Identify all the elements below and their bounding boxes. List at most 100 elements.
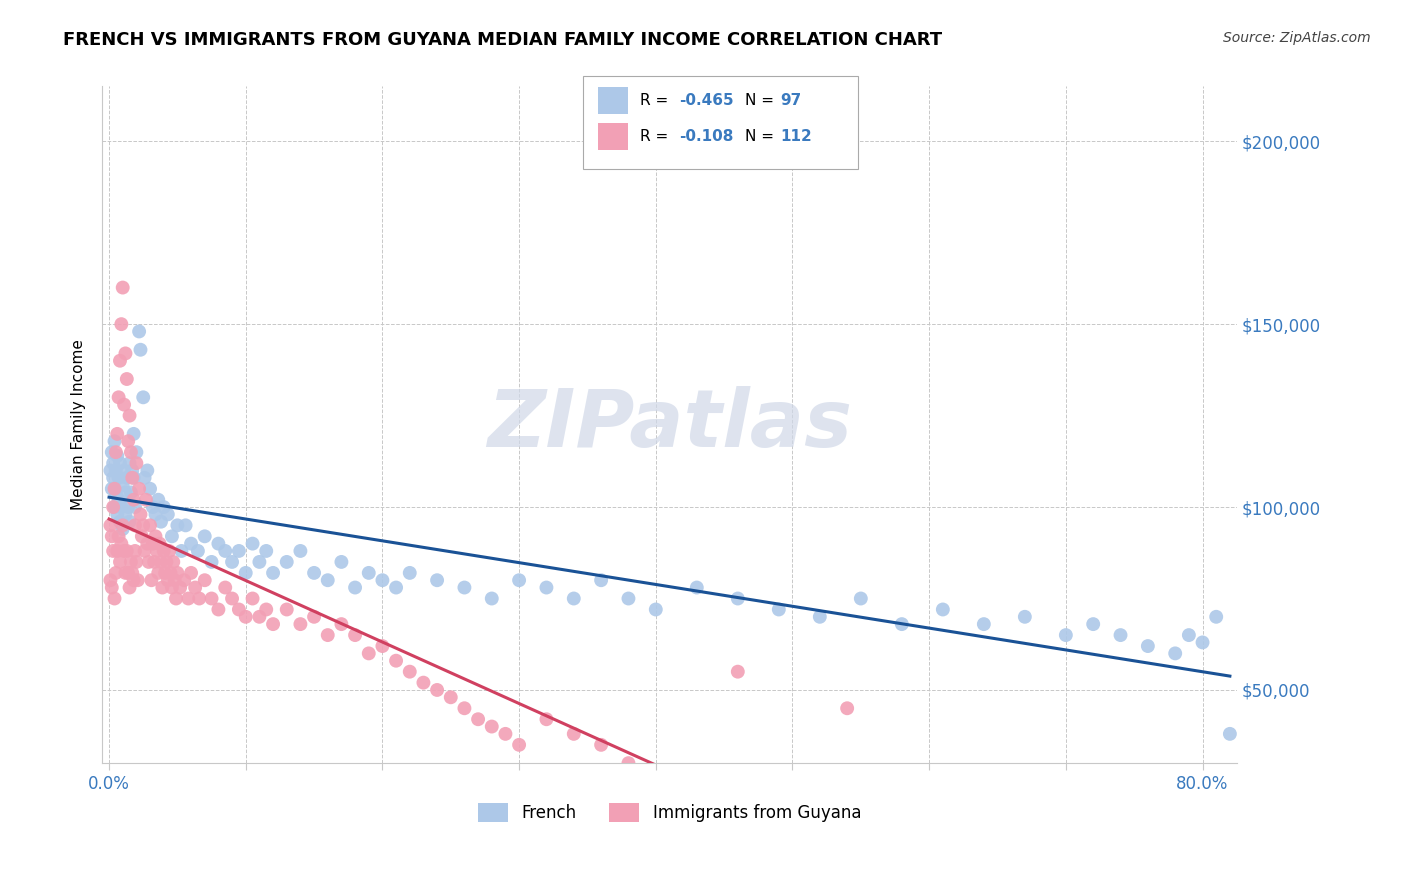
Point [107,390,129,404]
Point [1178,628,1201,642]
Point [121,463,143,477]
Point [562,591,585,606]
Point [114,346,136,360]
Point [101,456,124,470]
Point [156,508,179,522]
Point [124,518,146,533]
Point [536,712,558,726]
Text: 97: 97 [780,94,801,108]
Point [166,566,188,580]
Point [122,492,145,507]
Point [101,471,124,485]
Point [124,500,146,514]
Point [100,573,122,587]
Point [127,573,149,587]
Point [117,566,139,580]
Point [412,675,434,690]
Point [727,665,749,679]
Point [163,573,186,587]
Point [145,508,167,522]
Point [686,581,709,595]
Point [121,566,143,580]
Point [101,529,124,543]
Point [330,555,353,569]
Point [105,544,128,558]
Point [101,445,124,459]
Point [1219,727,1241,741]
Point [125,456,148,470]
Text: N =: N = [745,94,779,108]
Point [124,544,146,558]
Point [135,492,157,507]
Legend: French, Immigrants from Guyana: French, Immigrants from Guyana [478,803,862,822]
Point [973,617,995,632]
Point [118,581,141,595]
Point [188,591,211,606]
Point [159,566,181,580]
Point [1014,609,1036,624]
Point [114,485,136,500]
Text: FRENCH VS IMMIGRANTS FROM GUYANA MEDIAN FAMILY INCOME CORRELATION CHART: FRENCH VS IMMIGRANTS FROM GUYANA MEDIAN … [63,31,942,49]
Point [316,628,339,642]
Point [136,463,159,477]
Point [101,500,124,514]
Point [184,581,207,595]
Point [155,555,177,569]
Point [110,536,132,550]
Point [344,628,367,642]
Point [426,573,449,587]
Point [104,463,127,477]
Point [117,434,139,449]
Point [122,573,145,587]
Point [160,529,183,543]
Point [107,471,129,485]
Point [148,492,170,507]
Text: ZIPatlas: ZIPatlas [486,385,852,464]
Point [129,508,152,522]
Point [136,536,159,550]
Point [1109,628,1132,642]
Point [141,573,163,587]
Point [207,602,229,616]
Point [536,581,558,595]
Point [166,518,188,533]
Text: -0.108: -0.108 [679,129,734,144]
Point [228,602,250,616]
Point [145,529,167,543]
Point [398,566,420,580]
Point [152,544,174,558]
Point [180,536,202,550]
Point [276,602,298,616]
Point [111,280,134,294]
Point [481,591,503,606]
Point [235,566,257,580]
Point [228,544,250,558]
Point [207,536,229,550]
Point [440,690,463,705]
Point [235,609,257,624]
Point [103,500,125,514]
Point [180,566,202,580]
Point [276,555,298,569]
Point [118,456,141,470]
Point [385,581,408,595]
Y-axis label: Median Family Income: Median Family Income [72,339,86,510]
Point [453,581,475,595]
Point [114,566,136,580]
Point [143,555,166,569]
Point [481,720,503,734]
Point [290,544,312,558]
Point [837,701,859,715]
Point [105,426,128,441]
Point [849,591,872,606]
Point [467,712,489,726]
Point [174,518,197,533]
Point [101,581,124,595]
Point [173,573,195,587]
Point [1054,628,1077,642]
Point [672,764,695,778]
Point [148,566,170,580]
Point [142,500,165,514]
Point [111,518,134,533]
Point [120,445,142,459]
